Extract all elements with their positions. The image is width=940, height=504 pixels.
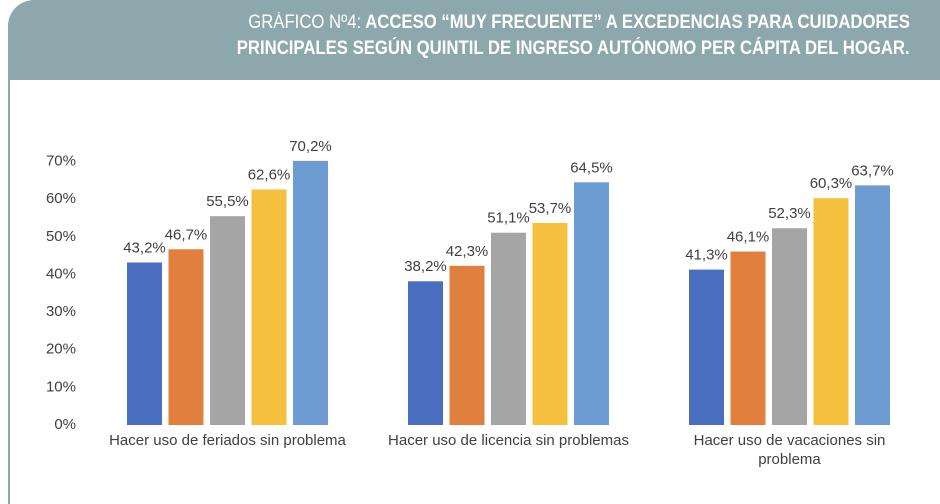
x-tick-label: Hacer uso de vacaciones sin problema [693,432,886,468]
value-label: 43,2% [123,239,166,256]
y-tick-label: 40% [46,265,76,282]
bar [772,228,807,425]
header: GRÁFICO Nº4: ACCESO “MUY FRECUENTE” A EX… [8,0,940,80]
value-label: 64,5% [570,159,613,176]
x-tick-label: Hacer uso de feriados sin problema [109,432,346,449]
bar [813,198,849,425]
bar [574,182,609,425]
value-label: 63,7% [851,162,894,179]
y-tick-label: 60% [46,190,76,207]
value-label: 53,7% [529,200,572,217]
bar [491,232,526,425]
y-tick-label: 70% [46,153,76,170]
value-label: 51,1% [487,210,530,227]
bar [449,265,485,425]
bar [293,160,328,425]
value-label: 41,3% [685,247,728,264]
y-tick-label: 50% [46,228,76,245]
bar [855,185,890,425]
y-tick-label: 0% [54,416,76,433]
value-label: 62,6% [248,166,291,183]
x-tick-label: Hacer uso de licencia sin problemas [388,432,629,449]
bar [689,269,724,425]
bar [127,262,162,425]
y-tick-label: 20% [46,341,76,358]
value-label: 46,7% [165,226,208,243]
bar [408,281,443,425]
value-label: 42,3% [446,243,489,260]
value-label: 60,3% [810,175,853,192]
title-label: GRÁFICO Nº4: [248,12,362,33]
bar [532,222,568,425]
frame [8,80,10,504]
bar [168,249,204,425]
value-label: 52,3% [768,205,811,222]
bar [730,251,766,425]
value-label: 70,2% [289,138,332,155]
bar [210,216,245,425]
title-line: PRINCIPALES SEGÚN QUINTIL DE INGRESO AUT… [237,38,910,59]
y-tick-label: 10% [46,378,76,395]
value-label: 38,2% [404,258,447,275]
title: ACCESO “MUY FRECUENTE” A EXCEDENCIAS PAR… [365,12,910,33]
value-label: 46,1% [727,229,770,246]
value-label: 55,5% [206,193,249,210]
bar [251,189,287,425]
title-line: GRÁFICO Nº4: ACCESO “MUY FRECUENTE” A EX… [248,12,910,34]
y-tick-label: 30% [46,303,76,320]
